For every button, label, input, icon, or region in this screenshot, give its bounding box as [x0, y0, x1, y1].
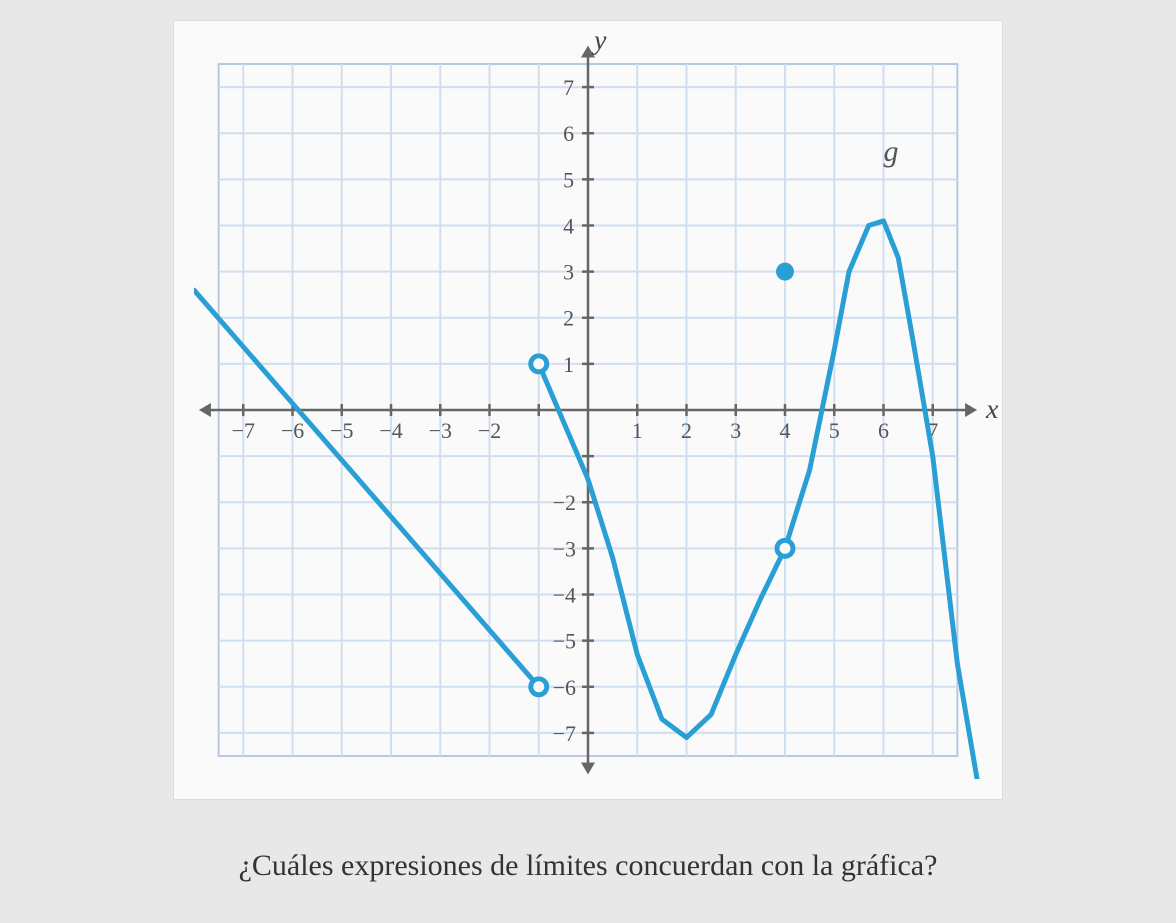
x-tick-label: 4	[780, 418, 791, 443]
function-label: g	[883, 135, 898, 168]
x-tick-label: 2	[681, 418, 692, 443]
y-tick-label: −4	[553, 583, 576, 608]
y-tick-label: 6	[563, 121, 574, 146]
x-tick-label: −7	[232, 418, 255, 443]
y-tick-label: 4	[563, 213, 574, 238]
y-tick-label: 1	[563, 352, 574, 377]
x-axis-label: x	[985, 394, 999, 425]
function-graph: −7−6−5−4−3−212345671234567−2−3−4−5−6−7xy…	[174, 21, 1002, 799]
curve-group	[194, 221, 977, 779]
open-point	[531, 356, 547, 372]
closed-point	[776, 263, 794, 281]
y-tick-label: −7	[553, 721, 576, 746]
question-text: ¿Cuáles expresiones de límites concuerda…	[88, 849, 1088, 883]
x-tick-label: 3	[730, 418, 741, 443]
left-linear-segment	[194, 290, 539, 687]
right-curve-segment	[539, 221, 977, 779]
axis-arrow-icon	[581, 46, 595, 58]
y-tick-label: 3	[563, 260, 574, 285]
x-tick-label: −2	[478, 418, 501, 443]
chart-container: −7−6−5−4−3−212345671234567−2−3−4−5−6−7xy…	[173, 20, 1003, 800]
axis-arrow-icon	[199, 403, 211, 417]
open-point	[531, 679, 547, 695]
x-tick-label: 5	[829, 418, 840, 443]
y-tick-label: 2	[563, 306, 574, 331]
x-tick-label: −4	[379, 418, 402, 443]
y-tick-label: 7	[563, 75, 574, 100]
y-tick-label: −3	[553, 536, 576, 561]
axis-arrow-icon	[581, 762, 595, 774]
y-tick-label: 5	[563, 167, 574, 192]
x-tick-label: −3	[429, 418, 452, 443]
x-tick-label: −6	[281, 418, 304, 443]
x-tick-label: 1	[632, 418, 643, 443]
open-point	[777, 540, 793, 556]
x-tick-label: 6	[878, 418, 889, 443]
x-tick-label: −5	[330, 418, 353, 443]
y-tick-label: −6	[553, 675, 576, 700]
y-tick-label: −5	[553, 629, 576, 654]
y-axis-label: y	[591, 25, 607, 56]
axis-arrow-icon	[965, 403, 977, 417]
y-tick-label: −2	[553, 490, 576, 515]
